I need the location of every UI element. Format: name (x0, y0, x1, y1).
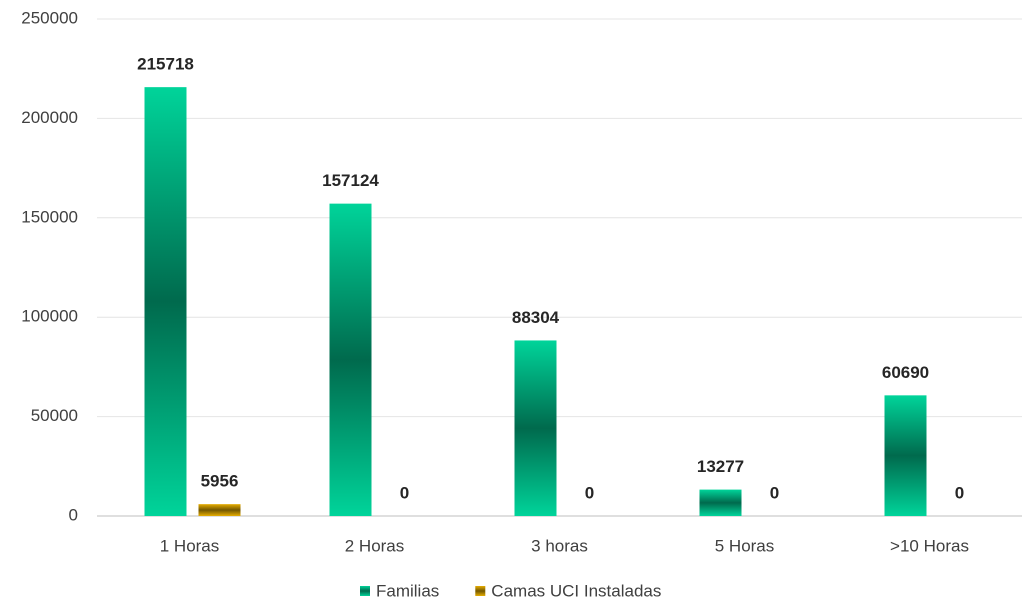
value-label: 0 (955, 483, 964, 502)
bar (144, 87, 187, 516)
bar (198, 504, 241, 516)
legend-swatch (475, 586, 486, 596)
y-tick-label: 150000 (21, 207, 78, 226)
value-label: 5956 (201, 472, 239, 491)
legend-label: Familias (376, 581, 439, 600)
x-tick-label: 3 horas (531, 536, 588, 555)
y-tick-label: 250000 (21, 8, 78, 27)
x-tick-label: >10 Horas (890, 536, 969, 555)
x-tick-label: 5 Horas (715, 536, 775, 555)
value-label: 60690 (882, 363, 929, 382)
value-label: 0 (770, 483, 779, 502)
value-label: 157124 (322, 171, 379, 190)
value-label: 88304 (512, 308, 560, 327)
legend-swatch (360, 586, 370, 596)
value-label: 13277 (697, 457, 744, 476)
y-tick-label: 50000 (31, 406, 78, 425)
value-label: 215718 (137, 55, 194, 74)
y-tick-label: 100000 (21, 307, 78, 326)
value-label: 0 (400, 483, 409, 502)
bar (514, 340, 557, 516)
y-tick-label: 200000 (21, 108, 78, 127)
bar (699, 489, 742, 516)
x-tick-label: 1 Horas (160, 536, 220, 555)
x-tick-label: 2 Horas (345, 536, 405, 555)
value-label: 0 (585, 483, 594, 502)
legend-label: Camas UCI Instaladas (491, 581, 661, 600)
bar (329, 203, 372, 516)
bar (884, 395, 927, 516)
y-tick-label: 0 (69, 505, 78, 524)
